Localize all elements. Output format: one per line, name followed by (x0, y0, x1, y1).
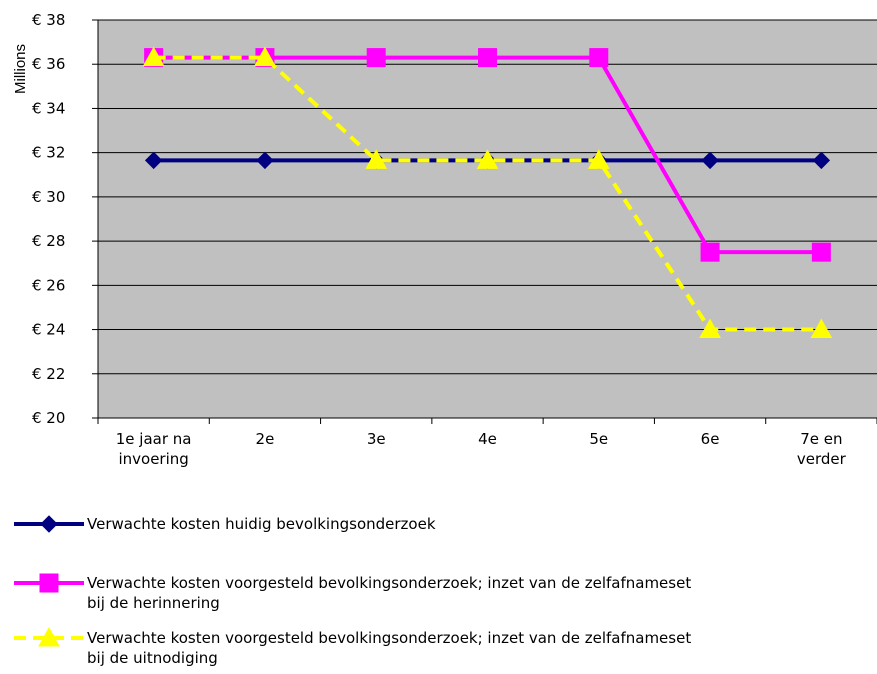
y-tick-label: € 38 (32, 11, 65, 29)
legend-item-invitation: Verwachte kosten voorgesteld bevolkingso… (14, 626, 691, 667)
axes (92, 19, 877, 424)
legend-item-current: Verwachte kosten huidig bevolkingsonderz… (14, 515, 436, 533)
y-tick-label: € 34 (32, 99, 65, 117)
data-point (811, 242, 831, 262)
y-tick-label: € 26 (32, 276, 65, 294)
y-tick-label: € 20 (32, 409, 65, 427)
data-point (701, 151, 719, 170)
y-tick-label: € 24 (32, 321, 65, 339)
x-tick-label: 1e jaar na invoering (116, 430, 192, 468)
y-tick-label: € 30 (32, 188, 65, 206)
data-point (699, 318, 721, 339)
data-point (810, 318, 833, 339)
series-layer (142, 46, 833, 339)
plot-area (98, 20, 877, 418)
legend-swatch-marker (40, 515, 58, 533)
x-tick-label: 3e (367, 430, 386, 448)
legend-swatch-marker (39, 573, 59, 593)
series-invitation (142, 46, 833, 339)
x-tick-label: 7e en verder (797, 430, 847, 468)
legend-item-reminder: Verwachte kosten voorgesteld bevolkingso… (14, 573, 691, 612)
data-point (254, 46, 276, 67)
data-point (365, 149, 388, 169)
y-tick-labels: € 20 € 22 € 24 € 26 € 28 € 30 € 32 € 34 € 36 € 38 (32, 11, 65, 427)
legend-label: Verwachte kosten voorgesteld bevolkingso… (87, 629, 691, 667)
legend-label: Verwachte kosten huidig bevolkingsonderz… (87, 515, 436, 533)
y-tick-label: € 36 (32, 55, 65, 73)
x-tick-label: 6e (701, 430, 720, 448)
x-tick-labels: 1e jaar na invoering 2e 3e 4e 5e 6e 7e en verder (116, 430, 847, 468)
y-tick-label: € 32 (32, 144, 65, 162)
data-point (142, 46, 165, 67)
y-tick-label: € 22 (32, 365, 65, 383)
legend-label: Verwachte kosten voorgesteld bevolkingso… (87, 574, 691, 612)
x-tick-label: 4e (478, 430, 497, 448)
x-tick-label: 2e (256, 430, 275, 448)
data-point (700, 242, 720, 262)
data-point (587, 149, 610, 169)
data-point (589, 48, 609, 68)
legend: Verwachte kosten huidig bevolkingsonderz… (14, 515, 691, 667)
x-tick-label: 5e (589, 430, 608, 448)
data-point (366, 48, 386, 68)
y-tick-label: € 28 (32, 232, 65, 250)
data-point (256, 151, 274, 170)
data-point (812, 151, 831, 170)
y-axis-label: Millions (12, 44, 29, 94)
data-point (476, 149, 499, 169)
data-point (144, 151, 163, 170)
data-point (478, 48, 497, 68)
legend-swatch-marker (38, 626, 60, 647)
